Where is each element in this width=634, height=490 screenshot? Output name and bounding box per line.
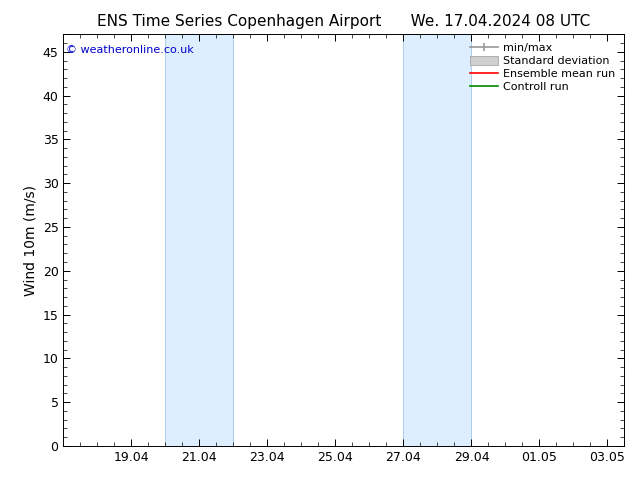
- Text: © weatheronline.co.uk: © weatheronline.co.uk: [66, 45, 194, 54]
- Bar: [403, 34, 472, 446]
- Legend: min/max, Standard deviation, Ensemble mean run, Controll run: min/max, Standard deviation, Ensemble me…: [467, 40, 619, 95]
- Y-axis label: Wind 10m (m/s): Wind 10m (m/s): [23, 185, 37, 295]
- Title: ENS Time Series Copenhagen Airport      We. 17.04.2024 08 UTC: ENS Time Series Copenhagen Airport We. 1…: [98, 14, 590, 29]
- Bar: [165, 34, 233, 446]
